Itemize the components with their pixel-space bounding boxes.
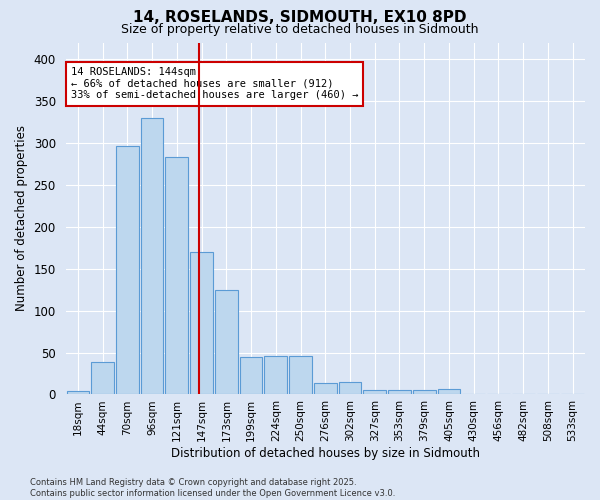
Bar <box>190 252 213 394</box>
Text: 14, ROSELANDS, SIDMOUTH, EX10 8PD: 14, ROSELANDS, SIDMOUTH, EX10 8PD <box>133 10 467 25</box>
Y-axis label: Number of detached properties: Number of detached properties <box>15 126 28 312</box>
Bar <box>67 391 89 394</box>
Bar <box>338 382 361 394</box>
Bar <box>166 158 188 394</box>
Bar <box>413 390 436 394</box>
Bar <box>314 382 337 394</box>
X-axis label: Distribution of detached houses by size in Sidmouth: Distribution of detached houses by size … <box>171 447 480 460</box>
Bar <box>437 390 460 394</box>
Text: 14 ROSELANDS: 144sqm
← 66% of detached houses are smaller (912)
33% of semi-deta: 14 ROSELANDS: 144sqm ← 66% of detached h… <box>71 67 358 100</box>
Bar <box>116 146 139 394</box>
Bar <box>289 356 312 395</box>
Bar <box>388 390 411 394</box>
Text: Size of property relative to detached houses in Sidmouth: Size of property relative to detached ho… <box>121 22 479 36</box>
Text: Contains HM Land Registry data © Crown copyright and database right 2025.
Contai: Contains HM Land Registry data © Crown c… <box>30 478 395 498</box>
Bar <box>265 356 287 395</box>
Bar <box>141 118 163 394</box>
Bar <box>91 362 114 394</box>
Bar <box>364 390 386 394</box>
Bar <box>239 356 262 395</box>
Bar <box>215 290 238 395</box>
